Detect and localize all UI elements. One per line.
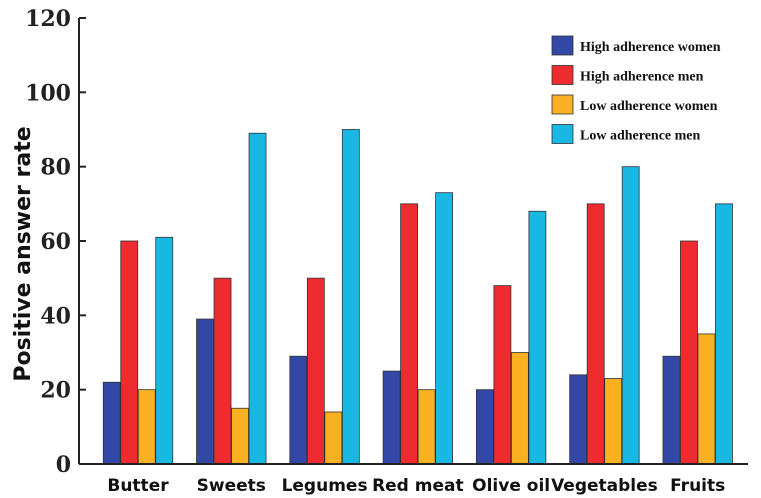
bar (604, 378, 623, 465)
bar (697, 333, 716, 465)
legend-label: High adherence women (580, 40, 721, 55)
bar (289, 355, 308, 465)
y-tick-label: 120 (25, 6, 71, 32)
bars-group (102, 129, 733, 465)
bar (621, 166, 640, 465)
bar (155, 236, 174, 465)
bar (213, 277, 232, 465)
bar (231, 407, 249, 465)
y-tick-label: 0 (56, 452, 71, 478)
legend-label: Low adherence women (580, 99, 718, 114)
bar (493, 285, 512, 465)
bar (382, 370, 401, 465)
bar (528, 210, 547, 465)
y-tick-label: 100 (25, 80, 71, 106)
y-ticks-group: 0 20 40 60 80 100 120 (25, 6, 86, 478)
x-tick-label: Olive oil (472, 476, 550, 496)
legend: High adherence women High adherence men Lo… (551, 35, 721, 144)
x-tick-label: Fruits (670, 476, 725, 496)
legend-swatch (551, 35, 574, 56)
bar (510, 352, 529, 465)
bar (662, 355, 681, 465)
bar (102, 381, 121, 465)
legend-swatch (551, 65, 574, 85)
y-tick-label: 40 (40, 303, 71, 329)
x-tick-label: Legumes (282, 476, 368, 496)
bar (120, 240, 139, 465)
bar (248, 132, 267, 465)
bar (341, 129, 360, 465)
legend-swatch (551, 94, 574, 115)
bar (715, 203, 733, 465)
bar (475, 389, 494, 465)
x-tick-label: Red meat (372, 476, 464, 496)
bar (417, 389, 436, 465)
x-labels-group: Butter Sweets Legumes Red meat Olive oil Vege… (107, 476, 725, 496)
bar (435, 192, 454, 465)
bar (569, 374, 588, 465)
x-tick-label: Sweets (197, 476, 266, 496)
bar (324, 411, 343, 465)
bar (586, 203, 605, 465)
x-tick-label: Vegetables (551, 476, 658, 496)
x-tick-label: Butter (107, 476, 169, 496)
legend-label: High adherence men (580, 70, 704, 85)
y-tick-label: 60 (40, 229, 71, 255)
y-tick-label: 80 (40, 155, 71, 181)
bar (196, 318, 214, 465)
y-tick-label: 20 (40, 378, 71, 404)
legend-label: Low adherence men (580, 129, 700, 144)
bar (306, 277, 325, 465)
y-axis-title: Positive answer rate (11, 126, 36, 381)
legend-swatch (551, 124, 574, 144)
bar (137, 389, 156, 465)
bar (400, 203, 419, 465)
bar (680, 240, 698, 465)
